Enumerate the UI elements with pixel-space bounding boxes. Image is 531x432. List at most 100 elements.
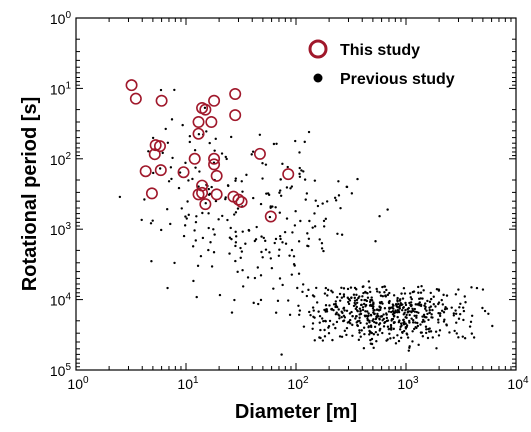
previous-study-point: [274, 237, 278, 241]
previous-study-point: [429, 305, 433, 308]
previous-study-point: [419, 291, 423, 294]
previous-study-point: [454, 309, 457, 312]
previous-study-point: [396, 296, 399, 300]
previous-study-point: [262, 236, 265, 240]
previous-study-point: [421, 320, 424, 324]
previous-study-point: [448, 331, 451, 334]
this-study-point: [155, 94, 168, 107]
previous-study-point: [351, 334, 354, 337]
x-axis-title: Diameter [m]: [235, 401, 357, 423]
tick-label: 104: [50, 292, 72, 309]
previous-study-point: [225, 157, 228, 161]
previous-study-point: [229, 226, 232, 230]
previous-study-point: [472, 336, 476, 339]
previous-study-point: [464, 301, 467, 304]
previous-study-point: [307, 237, 311, 241]
previous-study-point: [378, 305, 381, 308]
previous-study-point: [245, 173, 248, 177]
previous-study-point: [458, 306, 461, 309]
previous-study-point: [359, 303, 363, 307]
previous-study-point: [370, 296, 373, 299]
previous-study-point: [342, 295, 346, 298]
previous-study-point: [241, 285, 245, 288]
previous-study-point: [388, 291, 391, 295]
previous-study-point: [419, 297, 422, 300]
previous-study-point: [207, 248, 210, 252]
previous-study-point: [386, 208, 389, 211]
previous-study-point: [375, 287, 378, 291]
previous-study-point: [364, 290, 367, 294]
previous-study-point: [428, 311, 431, 314]
previous-study-point: [452, 314, 456, 317]
previous-study-point: [235, 235, 238, 238]
previous-study-point: [240, 250, 244, 253]
previous-study-point: [410, 310, 413, 314]
previous-study-point: [259, 274, 263, 277]
previous-study-point: [342, 287, 346, 290]
previous-study-point: [353, 301, 356, 305]
previous-study-point: [380, 300, 383, 304]
previous-study-point: [405, 316, 408, 319]
previous-study-point: [381, 331, 384, 335]
previous-study-point: [247, 229, 251, 232]
previous-study-point: [260, 250, 263, 254]
previous-study-point: [318, 314, 322, 318]
previous-study-point: [140, 218, 143, 222]
previous-study-point: [405, 325, 408, 329]
previous-study-point: [368, 300, 372, 304]
previous-study-point: [389, 323, 393, 327]
previous-study-point: [268, 251, 271, 254]
previous-study-point: [398, 299, 402, 302]
previous-study-point: [387, 300, 391, 304]
previous-study-point: [463, 336, 467, 340]
previous-study-point: [487, 312, 490, 315]
previous-study-point: [455, 321, 458, 324]
previous-study-point: [475, 286, 479, 290]
previous-study-point: [309, 313, 312, 317]
previous-study-point: [413, 314, 416, 317]
previous-study-point: [348, 312, 352, 315]
this-study-point: [229, 87, 242, 100]
previous-study-point: [357, 338, 361, 342]
previous-study-point: [409, 296, 413, 299]
previous-study-point: [382, 325, 386, 328]
this-study-point: [154, 164, 167, 177]
previous-study-point: [234, 241, 238, 244]
previous-study-point: [188, 135, 192, 138]
previous-study-point: [312, 309, 315, 312]
previous-study-point: [307, 288, 310, 292]
previous-study-point: [320, 241, 324, 245]
previous-study-point: [376, 312, 379, 316]
previous-study-point: [143, 198, 146, 201]
this-study-point: [145, 187, 158, 200]
previous-study-point: [365, 322, 369, 325]
previous-study-point: [287, 299, 290, 302]
previous-study-point: [356, 177, 359, 181]
previous-study-point: [290, 248, 294, 252]
previous-study-point: [294, 210, 297, 213]
tick-label: 102: [287, 375, 309, 392]
previous-study-point: [405, 313, 408, 317]
previous-study-point: [173, 88, 176, 92]
previous-study-point: [177, 186, 181, 190]
previous-study-point: [434, 330, 438, 333]
previous-study-point: [293, 264, 296, 267]
previous-study-point: [381, 295, 385, 298]
previous-study-point: [268, 215, 272, 219]
previous-study-point: [353, 296, 356, 300]
previous-study-point: [226, 218, 229, 222]
previous-study-point: [342, 293, 346, 296]
previous-study-point: [411, 340, 414, 343]
previous-study-point: [278, 234, 282, 238]
previous-study-point: [426, 299, 429, 303]
previous-study-point: [318, 238, 321, 241]
previous-study-point: [147, 150, 150, 153]
previous-study-point: [358, 329, 361, 332]
previous-study-point: [313, 339, 316, 342]
previous-study-point: [343, 309, 346, 312]
previous-study-point: [461, 335, 464, 338]
previous-study-point: [318, 321, 321, 324]
previous-study-point: [419, 331, 423, 334]
previous-study-point: [450, 306, 453, 309]
